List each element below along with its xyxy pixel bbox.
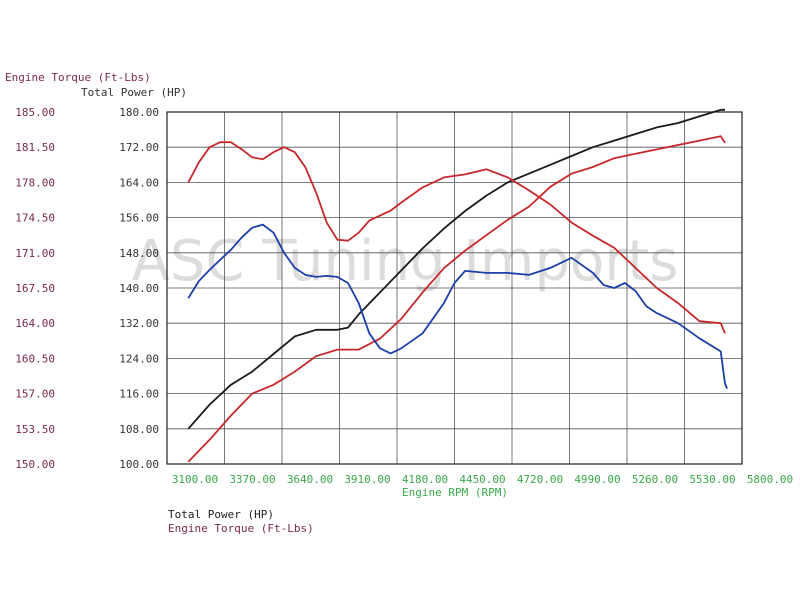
x-tick-label: 4450.00 (459, 473, 505, 486)
power-tick-label: 116.00 (119, 388, 159, 401)
power-tick-label: 140.00 (119, 282, 159, 295)
left-axis-title: Engine Torque (Ft-Lbs) (5, 71, 151, 84)
watermark-text: ASC Tuning Imports (132, 229, 679, 294)
series-line-4 (187, 223, 728, 389)
x-tick-label: 4180.00 (402, 473, 448, 486)
torque-tick-label: 178.00 (15, 176, 55, 189)
series-line-1 (187, 108, 725, 430)
x-tick-label: 5260.00 (632, 473, 678, 486)
x-tick-label: 5530.00 (689, 473, 735, 486)
x-axis-title: Engine RPM (RPM) (402, 486, 508, 499)
x-tick-label: 4720.00 (517, 473, 563, 486)
x-tick-label: 4990.00 (574, 473, 620, 486)
right-axis-title: Total Power (HP) (81, 86, 187, 99)
power-tick-label: 180.00 (119, 106, 159, 119)
torque-tick-label: 153.50 (15, 423, 55, 436)
series-line-2 (187, 135, 726, 463)
x-tick-label: 5800.00 (747, 473, 793, 486)
torque-tick-label: 160.50 (15, 352, 55, 365)
plot-frame (166, 111, 743, 465)
axis-tick-labels: 185.00 181.50 178.00 174.50 171.00 167.50 164.… (15, 106, 793, 486)
torque-tick-label: 185.00 (15, 106, 55, 119)
torque-tick-label: 150.00 (15, 458, 55, 471)
torque-tick-label: 171.00 (15, 247, 55, 260)
x-tick-label: 3100.00 (172, 473, 218, 486)
power-tick-label: 164.00 (119, 176, 159, 189)
x-tick-label: 3910.00 (344, 473, 390, 486)
power-tick-label: 156.00 (119, 212, 159, 225)
torque-tick-label: 164.00 (15, 317, 55, 330)
power-tick-label: 148.00 (119, 247, 159, 260)
power-tick-label: 100.00 (119, 458, 159, 471)
torque-tick-label: 167.50 (15, 282, 55, 295)
power-tick-label: 108.00 (119, 423, 159, 436)
power-tick-label: 124.00 (119, 352, 159, 365)
plot-grid (166, 111, 743, 465)
power-tick-label: 132.00 (119, 317, 159, 330)
legend-torque: Engine Torque (Ft-Lbs) (168, 522, 314, 535)
legend-power: Total Power (HP) (168, 508, 274, 521)
power-tick-label: 172.00 (119, 141, 159, 154)
x-tick-label: 3640.00 (287, 473, 333, 486)
x-tick-label: 3370.00 (229, 473, 275, 486)
series-line-3 (187, 141, 726, 334)
torque-tick-label: 157.00 (15, 388, 55, 401)
torque-tick-label: 181.50 (15, 141, 55, 154)
torque-tick-label: 174.50 (15, 212, 55, 225)
series-lines (187, 108, 728, 463)
